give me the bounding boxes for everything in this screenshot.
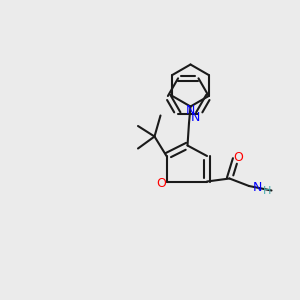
Text: O: O [156, 177, 166, 190]
Text: O: O [233, 151, 243, 164]
Text: N: N [253, 181, 262, 194]
Text: N: N [191, 111, 200, 124]
Text: N: N [186, 104, 195, 118]
Text: H: H [262, 186, 271, 197]
